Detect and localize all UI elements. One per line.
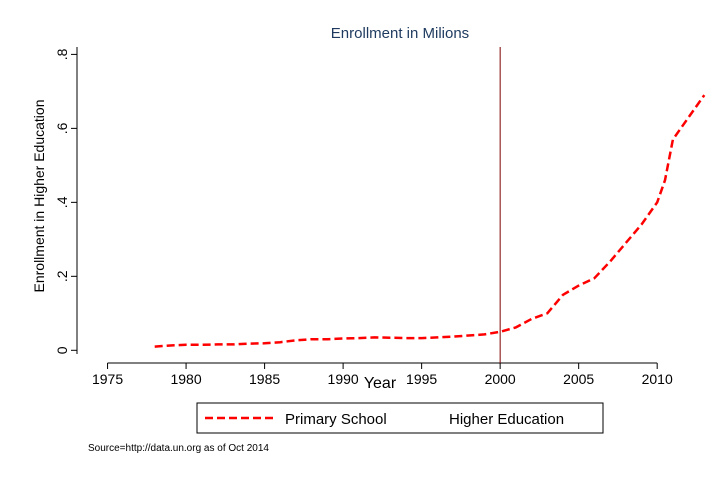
- x-tick-label: 1990: [328, 371, 359, 387]
- y-tick-label: .8: [54, 48, 70, 60]
- source-note: Source=http://data.un.org as of Oct 2014: [88, 443, 269, 454]
- y-tick-label: .2: [54, 270, 70, 282]
- legend-label-primary-school: Primary School: [285, 411, 387, 428]
- x-tick-label: 2005: [563, 371, 594, 387]
- y-tick-label: .4: [54, 196, 70, 208]
- x-axis-label: Year: [364, 375, 397, 392]
- x-tick-label: 1985: [249, 371, 280, 387]
- x-tick-label: 1975: [92, 371, 123, 387]
- y-axis-label: Enrollment in Higher Education: [31, 100, 47, 293]
- x-tick-label: 2010: [642, 371, 673, 387]
- chart-title: Enrollment in Milions: [331, 25, 469, 42]
- legend-box: [196, 402, 604, 434]
- legend-label-higher-education: Higher Education: [449, 411, 564, 428]
- plot-area: 0 .2 .4 .6 .8 1975 1980 1985 1990 1995 2000 2005 201…: [54, 47, 706, 387]
- y-tick-label: .6: [54, 122, 70, 134]
- series-line-higher-education: [154, 94, 706, 348]
- y-tick-label: 0: [54, 346, 70, 354]
- x-tick-label: 1995: [406, 371, 437, 387]
- x-tick-label: 2000: [485, 371, 516, 387]
- legend: Primary School Higher Education: [196, 402, 604, 434]
- x-tick-label: 1980: [170, 371, 201, 387]
